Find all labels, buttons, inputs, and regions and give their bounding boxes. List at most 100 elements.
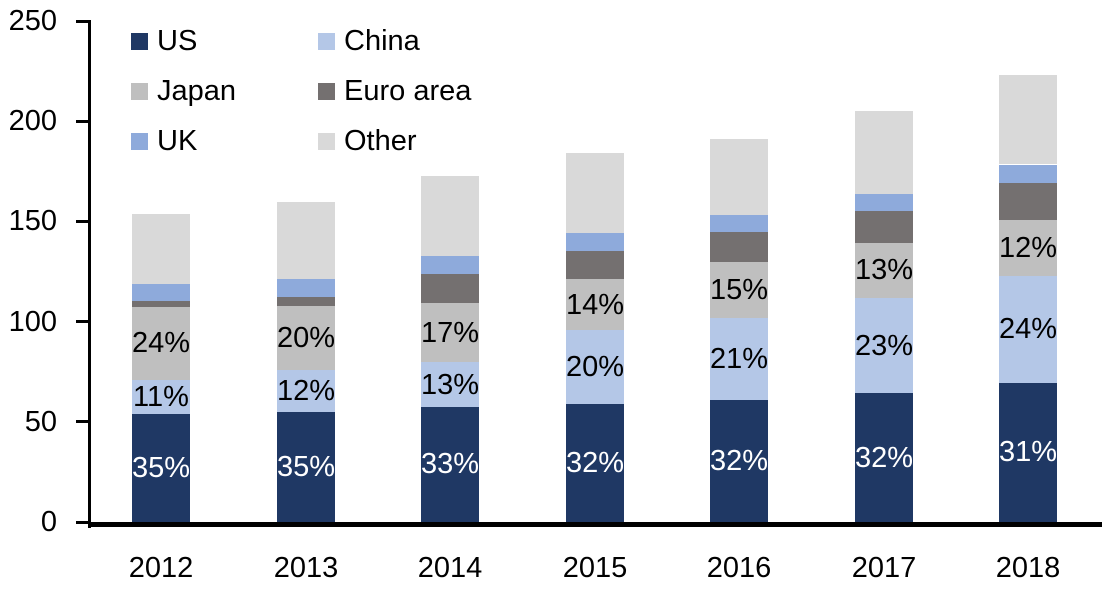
bar-segment-us xyxy=(277,411,335,522)
bar-segment-uk xyxy=(277,279,335,297)
bar-segment-china xyxy=(421,362,479,407)
bar-value-label: 20% xyxy=(565,351,625,383)
legend-swatch-icon xyxy=(131,32,148,50)
legend-item-other: Other xyxy=(318,124,417,158)
bar-segment-us xyxy=(710,400,768,522)
bar-value-label: 13% xyxy=(854,254,914,286)
legend-label: UK xyxy=(157,125,198,157)
legend-swatch-icon xyxy=(318,132,335,150)
legend-label: US xyxy=(157,25,198,57)
bar-value-label: 13% xyxy=(420,369,480,401)
y-tick-mark xyxy=(76,521,91,524)
y-tick-label: 150 xyxy=(8,205,57,237)
bar-segment-uk xyxy=(566,232,624,252)
y-tick-mark xyxy=(76,20,91,23)
legend-swatch-icon xyxy=(131,132,148,150)
x-axis-line xyxy=(88,522,1102,527)
bar-segment-euro-area xyxy=(566,251,624,280)
bar-value-label: 23% xyxy=(854,330,914,362)
bar-segment-japan xyxy=(710,261,768,319)
bar-segment-euro-area xyxy=(277,296,335,306)
bar-segment-japan xyxy=(277,305,335,371)
legend-swatch-icon xyxy=(318,32,335,50)
bar-segment-japan xyxy=(132,306,190,380)
legend-label: Japan xyxy=(157,75,237,107)
bar-value-label: 12% xyxy=(998,232,1058,264)
bar-segment-china xyxy=(277,370,335,412)
bar-segment-uk xyxy=(999,164,1057,184)
bar-value-label: 32% xyxy=(854,442,914,474)
bar-value-label: 20% xyxy=(276,322,336,354)
legend-label: Other xyxy=(344,125,417,157)
bar-segment-euro-area xyxy=(855,211,913,244)
legend-item-us: US xyxy=(131,24,197,58)
bar-segment-uk xyxy=(421,256,479,274)
bar-value-label: 32% xyxy=(709,445,769,477)
bar-segment-euro-area xyxy=(132,300,190,307)
legend-item-japan: Japan xyxy=(131,74,236,108)
bar-segment-japan xyxy=(855,243,913,298)
bar-segment-us xyxy=(421,406,479,522)
bar-segment-japan xyxy=(999,220,1057,277)
legend-item-china: China xyxy=(318,24,420,58)
bar-segment-us xyxy=(132,414,190,522)
y-tick-mark xyxy=(76,320,91,323)
bar-segment-japan xyxy=(566,279,624,330)
bar-segment-other xyxy=(132,214,190,284)
bar-segment-uk xyxy=(855,193,913,212)
legend-label: Euro area xyxy=(344,75,472,107)
bar-value-label: 15% xyxy=(709,274,769,306)
legend-swatch-icon xyxy=(131,82,148,100)
bar-value-label: 17% xyxy=(420,317,480,349)
bar-segment-uk xyxy=(132,283,190,301)
y-tick-label: 50 xyxy=(24,406,57,438)
bar-segment-us xyxy=(855,393,913,522)
bar-segment-china xyxy=(999,276,1057,383)
x-tick-label: 2017 xyxy=(851,552,917,584)
bar-segment-other xyxy=(855,111,913,194)
bar-segment-us xyxy=(999,382,1057,522)
bar-segment-japan xyxy=(421,303,479,363)
y-tick-mark xyxy=(76,420,91,423)
bar-segment-china xyxy=(566,330,624,404)
bar-segment-china xyxy=(710,318,768,400)
bar-value-label: 31% xyxy=(998,436,1058,468)
bar-segment-other xyxy=(277,201,335,280)
bar-value-label: 12% xyxy=(276,375,336,407)
y-tick-label: 250 xyxy=(8,5,57,37)
bar-segment-euro-area xyxy=(999,183,1057,220)
legend-swatch-icon xyxy=(318,82,335,100)
x-tick-label: 2014 xyxy=(417,552,483,584)
x-tick-label: 2013 xyxy=(273,552,339,584)
legend-label: China xyxy=(344,25,420,57)
y-axis-line xyxy=(88,20,91,528)
x-tick-label: 2012 xyxy=(128,552,194,584)
bar-segment-euro-area xyxy=(710,232,768,262)
bar-segment-other xyxy=(999,74,1057,165)
bar-value-label: 35% xyxy=(276,451,336,483)
x-tick-label: 2015 xyxy=(562,552,628,584)
x-tick-label: 2016 xyxy=(706,552,772,584)
bar-value-label: 11% xyxy=(133,381,189,413)
bar-value-label: 14% xyxy=(565,289,625,321)
bar-value-label: 24% xyxy=(131,327,191,359)
legend-item-euro-area: Euro area xyxy=(318,74,471,108)
y-tick-label: 100 xyxy=(8,306,57,338)
bar-segment-other xyxy=(421,175,479,257)
bar-segment-uk xyxy=(710,214,768,233)
y-tick-mark xyxy=(76,220,91,223)
y-tick-label: 200 xyxy=(8,105,57,137)
bar-value-label: 35% xyxy=(131,452,191,484)
bar-segment-other xyxy=(710,138,768,215)
bar-value-label: 21% xyxy=(709,343,769,375)
x-tick-label: 2018 xyxy=(995,552,1061,584)
bar-segment-china xyxy=(132,379,190,415)
bar-segment-other xyxy=(566,153,624,233)
bar-segment-china xyxy=(855,297,913,394)
bar-segment-euro-area xyxy=(421,273,479,304)
y-tick-label: 0 xyxy=(40,506,57,538)
bar-value-label: 32% xyxy=(565,447,625,479)
y-tick-mark xyxy=(76,120,91,123)
bar-value-label: 33% xyxy=(420,448,480,480)
